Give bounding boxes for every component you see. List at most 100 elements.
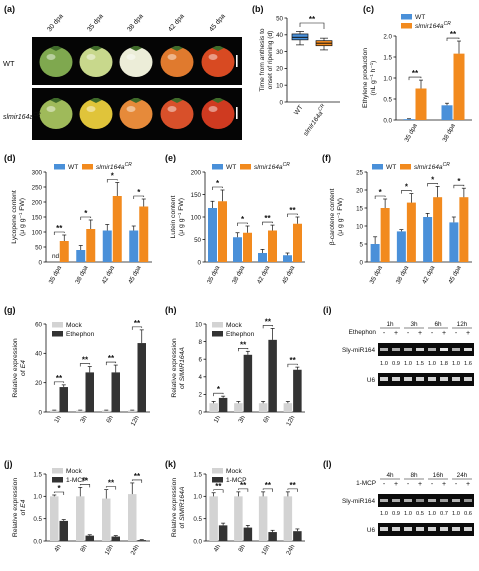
x-tick-label: 35 dpa xyxy=(48,264,64,285)
bar-e-38dpa-s2 xyxy=(243,232,252,262)
legend-swatch xyxy=(212,164,223,170)
band-quant: 1.8 xyxy=(440,361,448,367)
y-tick-label: 40 xyxy=(35,351,42,358)
band-mirna xyxy=(392,348,400,351)
signif-marker: ** xyxy=(108,354,115,363)
x-tick-label: 12h xyxy=(285,414,296,427)
timepoint-label: 8h xyxy=(410,472,418,479)
y-tick-label: 0.0 xyxy=(33,538,42,545)
band-mirna xyxy=(416,499,424,502)
legend-swatch xyxy=(401,23,412,29)
legend-swatch xyxy=(212,322,223,328)
y-tick-label: 60 xyxy=(35,321,42,328)
y-tick-label: 0.5 xyxy=(33,516,42,523)
y-tick-label: 10 xyxy=(356,223,363,230)
signif-bracket xyxy=(80,216,92,220)
y-tick-label: 6 xyxy=(199,357,203,364)
signif-marker: ** xyxy=(134,472,141,481)
tomato-fruit xyxy=(160,99,194,129)
legend-swatch xyxy=(401,14,412,20)
band-label-mirna: Sly-miR164 xyxy=(342,498,375,505)
lane-sign: - xyxy=(431,481,434,488)
panel-letter-k: (k) xyxy=(165,459,176,469)
signif-bracket xyxy=(105,486,117,490)
y-axis-f: 0 5 10 15 20 25 xyxy=(356,169,368,266)
legend-label: 1-MCP xyxy=(226,477,247,484)
signif-bracket xyxy=(79,363,91,367)
y-axis-d: 0 50 100 150 200 250 300 xyxy=(32,169,47,266)
legend-label: WT xyxy=(386,164,396,171)
signif-marker: ** xyxy=(108,479,115,488)
blot-mirna xyxy=(378,494,474,507)
bar-g-12h-s1 xyxy=(128,410,137,412)
signif-marker: ** xyxy=(82,356,89,365)
bar-e-42dpa-s2 xyxy=(268,230,277,262)
band-mirna xyxy=(380,348,388,351)
legend-swatch xyxy=(52,477,63,483)
fruit-highlight xyxy=(208,106,218,112)
bar-k-8h-s2 xyxy=(243,527,253,541)
bar-g-3h-s2 xyxy=(85,372,94,412)
lane-sign: - xyxy=(383,481,386,488)
x-tick-label: 3h xyxy=(79,414,89,424)
signif-bracket xyxy=(53,231,65,235)
stage-label: 45 dpa xyxy=(208,13,227,34)
bar-d-42dpa-s1 xyxy=(102,230,112,262)
bar-j-8h-s1 xyxy=(76,496,85,541)
band-quant: 1.0 xyxy=(404,361,412,367)
x-tick-label: 38 dpa xyxy=(231,264,247,285)
band-u6 xyxy=(380,377,388,381)
band-quant: 1.0 xyxy=(380,511,388,517)
scale-bar xyxy=(236,107,238,119)
bar-h-6h-s2 xyxy=(268,339,277,412)
bar-f-42dpa-s2 xyxy=(433,197,443,262)
y-tick-label: 2.0 xyxy=(383,33,392,40)
band-u6 xyxy=(452,377,460,381)
fruit-calyx xyxy=(212,46,224,51)
fruit-calyx xyxy=(130,46,142,51)
band-u6 xyxy=(440,377,448,381)
y-axis-gene-g: of E4 xyxy=(20,360,27,376)
y-tick-label: 0.0 xyxy=(193,538,202,545)
y-tick-label: 10 xyxy=(195,321,202,328)
bar-k-16h-s1 xyxy=(258,496,268,541)
legend-label: slmir164aCR xyxy=(254,162,290,171)
band-quant: 0.7 xyxy=(440,511,448,517)
signif-marker: * xyxy=(405,183,409,192)
panel-letter-h: (h) xyxy=(165,305,177,315)
fruit-highlight xyxy=(126,106,136,112)
fruit-highlight xyxy=(208,54,218,60)
lane-sign: + xyxy=(394,481,398,488)
band-quant: 0.9 xyxy=(392,361,400,367)
y-tick-label: 5 xyxy=(360,241,364,248)
stage-label: 35 dpa xyxy=(86,13,105,34)
not-detected-label: nd xyxy=(52,253,60,260)
timepoint-label: 24h xyxy=(457,472,468,479)
band-label-mirna: Sly-miR164 xyxy=(342,347,375,354)
band-mirna xyxy=(428,499,436,502)
treatment-label: Ethephon xyxy=(349,329,377,336)
band-u6 xyxy=(464,527,472,531)
legend-swatch xyxy=(400,164,411,170)
bar-h-3h-s1 xyxy=(234,403,243,412)
y-tick-label: 0.5 xyxy=(193,516,202,523)
bar-h-6h-s1 xyxy=(258,403,268,412)
band-u6 xyxy=(428,377,436,381)
timepoint-label: 12h xyxy=(457,321,468,328)
signif-bracket xyxy=(262,325,273,329)
band-label-u6: U6 xyxy=(367,377,376,384)
row-label-wt: WT xyxy=(3,59,15,68)
band-label-u6: U6 xyxy=(367,527,376,534)
signif-marker: ** xyxy=(290,481,297,490)
bar-g-1h-s1 xyxy=(50,410,59,412)
tomato-fruit xyxy=(39,99,73,129)
band-mirna xyxy=(452,499,460,502)
y-axis-label-k: Relative expression xyxy=(171,478,178,538)
bar-h-1h-s1 xyxy=(209,403,218,412)
y-tick-label: 300 xyxy=(32,169,43,176)
signif-bracket xyxy=(262,221,273,226)
y-tick-label: 2 xyxy=(199,392,203,399)
tomato-fruit xyxy=(119,99,153,129)
signif-marker: * xyxy=(241,215,245,224)
signif-marker: ** xyxy=(215,482,222,491)
